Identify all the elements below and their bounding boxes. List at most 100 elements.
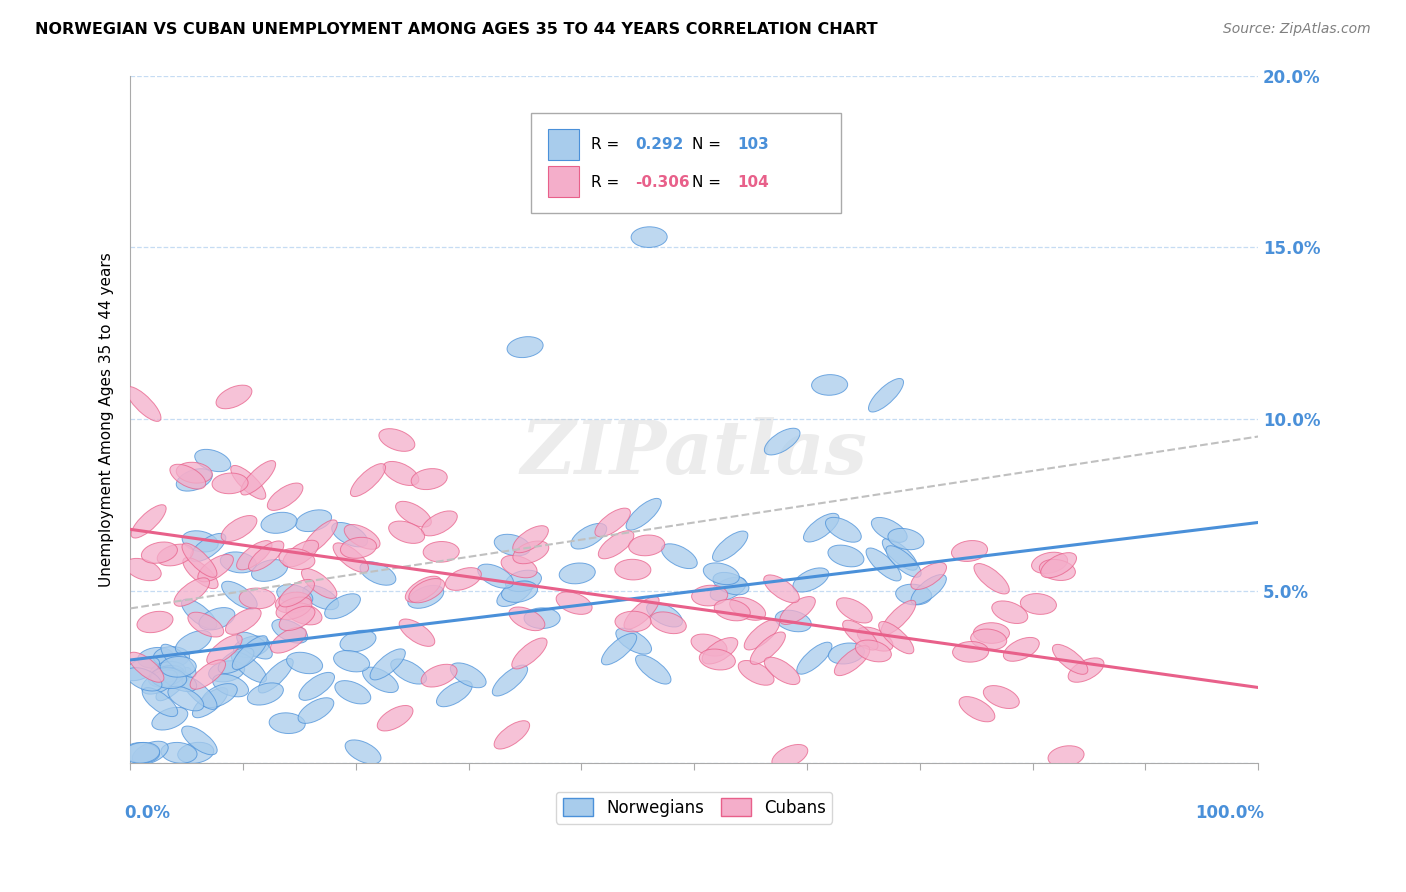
Text: 100.0%: 100.0% — [1195, 805, 1264, 822]
Ellipse shape — [333, 543, 368, 573]
Ellipse shape — [138, 648, 174, 668]
Ellipse shape — [332, 523, 367, 547]
Ellipse shape — [236, 632, 273, 659]
Ellipse shape — [409, 579, 444, 603]
Ellipse shape — [388, 521, 425, 543]
Ellipse shape — [502, 581, 537, 602]
Ellipse shape — [217, 385, 252, 409]
Ellipse shape — [651, 612, 686, 633]
Ellipse shape — [236, 541, 271, 570]
Ellipse shape — [423, 541, 460, 562]
Ellipse shape — [262, 512, 297, 533]
Ellipse shape — [195, 450, 231, 472]
Ellipse shape — [127, 386, 160, 421]
Y-axis label: Unemployment Among Ages 35 to 44 years: Unemployment Among Ages 35 to 44 years — [100, 252, 114, 587]
Ellipse shape — [879, 622, 914, 654]
Ellipse shape — [259, 658, 294, 693]
Ellipse shape — [1069, 658, 1104, 682]
Ellipse shape — [298, 698, 333, 723]
Ellipse shape — [842, 620, 877, 650]
Ellipse shape — [177, 742, 214, 764]
Ellipse shape — [492, 665, 527, 696]
Ellipse shape — [1004, 638, 1039, 661]
Ellipse shape — [738, 660, 775, 685]
Ellipse shape — [775, 610, 811, 632]
Ellipse shape — [513, 541, 548, 564]
Ellipse shape — [170, 464, 205, 489]
Ellipse shape — [276, 592, 311, 613]
Ellipse shape — [271, 619, 308, 643]
Ellipse shape — [495, 534, 530, 556]
Ellipse shape — [325, 594, 360, 619]
Ellipse shape — [198, 555, 233, 582]
Ellipse shape — [222, 582, 257, 609]
Ellipse shape — [450, 663, 486, 688]
Ellipse shape — [124, 657, 159, 681]
Legend: Norwegians, Cubans: Norwegians, Cubans — [555, 791, 832, 823]
Ellipse shape — [249, 541, 284, 571]
Ellipse shape — [302, 585, 339, 610]
Ellipse shape — [614, 559, 651, 580]
Ellipse shape — [136, 611, 173, 632]
Ellipse shape — [512, 638, 547, 669]
Ellipse shape — [616, 628, 651, 654]
Ellipse shape — [221, 552, 256, 573]
Ellipse shape — [765, 428, 800, 455]
Ellipse shape — [626, 499, 661, 530]
Text: -0.306: -0.306 — [636, 175, 690, 190]
Ellipse shape — [411, 468, 447, 490]
Ellipse shape — [276, 597, 312, 620]
Ellipse shape — [614, 611, 651, 632]
Ellipse shape — [160, 667, 197, 691]
Ellipse shape — [131, 505, 166, 538]
Ellipse shape — [190, 533, 226, 562]
FancyBboxPatch shape — [530, 113, 841, 213]
Ellipse shape — [157, 544, 193, 566]
Ellipse shape — [690, 634, 727, 657]
Ellipse shape — [233, 636, 270, 657]
Ellipse shape — [793, 568, 828, 592]
Ellipse shape — [188, 612, 224, 637]
Ellipse shape — [207, 635, 242, 665]
Ellipse shape — [882, 600, 915, 635]
Ellipse shape — [212, 674, 249, 697]
Ellipse shape — [869, 378, 904, 412]
Ellipse shape — [780, 597, 815, 624]
Ellipse shape — [974, 564, 1010, 594]
Text: 0.292: 0.292 — [636, 137, 683, 153]
Text: ZIPatlas: ZIPatlas — [520, 417, 868, 490]
Ellipse shape — [730, 598, 766, 620]
Ellipse shape — [176, 631, 211, 655]
Ellipse shape — [595, 508, 630, 537]
Ellipse shape — [378, 429, 415, 451]
Ellipse shape — [889, 528, 924, 549]
Ellipse shape — [302, 520, 337, 555]
Ellipse shape — [370, 648, 405, 680]
Ellipse shape — [713, 573, 749, 595]
Ellipse shape — [828, 643, 865, 664]
Ellipse shape — [183, 558, 218, 589]
Ellipse shape — [193, 688, 228, 718]
Ellipse shape — [149, 665, 184, 687]
Ellipse shape — [212, 473, 247, 493]
Ellipse shape — [1053, 644, 1088, 674]
Ellipse shape — [232, 636, 267, 670]
Ellipse shape — [247, 683, 284, 705]
Ellipse shape — [703, 563, 740, 584]
Ellipse shape — [991, 601, 1028, 624]
Ellipse shape — [124, 742, 160, 764]
Ellipse shape — [763, 575, 799, 603]
Ellipse shape — [765, 657, 800, 684]
Ellipse shape — [278, 580, 315, 607]
Ellipse shape — [181, 599, 217, 629]
FancyBboxPatch shape — [548, 166, 579, 197]
Ellipse shape — [128, 652, 165, 682]
Ellipse shape — [970, 629, 1007, 650]
Text: NORWEGIAN VS CUBAN UNEMPLOYMENT AMONG AGES 35 TO 44 YEARS CORRELATION CHART: NORWEGIAN VS CUBAN UNEMPLOYMENT AMONG AG… — [35, 22, 877, 37]
Ellipse shape — [156, 667, 191, 701]
Ellipse shape — [825, 517, 862, 542]
Ellipse shape — [340, 537, 377, 558]
Ellipse shape — [883, 539, 918, 570]
Ellipse shape — [283, 541, 319, 567]
Ellipse shape — [744, 619, 779, 650]
